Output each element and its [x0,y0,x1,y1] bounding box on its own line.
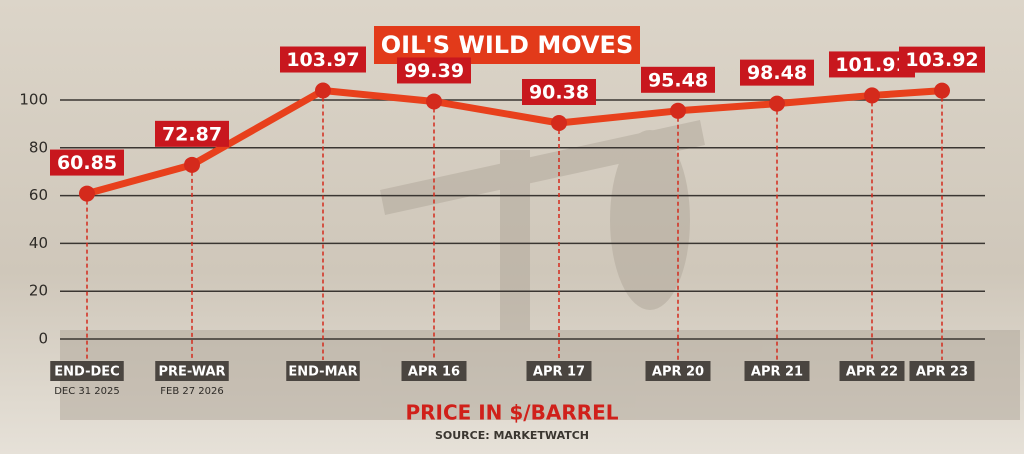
value-label: 95.48 [648,69,708,91]
value-label-box [641,66,715,93]
y-tick-label: 0 [38,330,48,348]
x-tick-label: APR 17 [533,365,585,380]
x-tick-note: DEC 31 2025 [54,386,120,397]
value-label: 103.92 [905,49,978,71]
value-label-box [522,78,596,105]
y-tick-label: 40 [29,234,48,252]
source: SOURCE: MARKETWATCH [435,429,589,442]
x-tick-note: FEB 27 2026 [160,386,223,397]
value-label: 99.39 [404,60,464,82]
x-tick-label: PRE-WAR [158,365,225,380]
value-label-box [50,149,124,176]
category-box [526,361,592,381]
x-tick-label: APR 22 [846,365,898,380]
value-label: 60.85 [57,152,117,174]
value-label: 101.91 [835,54,908,76]
marker [864,87,880,104]
value-label-box [155,120,229,147]
category-box [839,361,905,381]
marker [79,185,95,202]
value-label-box [740,59,814,86]
category-box [50,361,124,381]
value-label: 72.87 [162,123,222,145]
value-label-box [899,46,985,73]
y-tick-label: 100 [19,91,48,109]
marker [670,102,686,119]
category-box [909,361,975,381]
x-tick-label: APR 21 [751,365,803,380]
y-tick-label: 80 [29,138,48,156]
marker [426,93,442,110]
x-tick-label: APR 20 [652,365,704,380]
x-tick-label: APR 23 [916,365,968,380]
category-box [401,361,467,381]
y-tick-label: 20 [29,282,48,300]
value-label: 103.97 [286,49,359,71]
category-box [286,361,360,381]
value-label: 98.48 [747,62,807,84]
category-box [744,361,810,381]
marker [551,114,567,131]
x-tick-label: APR 16 [408,365,460,380]
category-box [645,361,711,381]
marker [184,156,200,173]
x-tick-label: END-DEC [54,365,119,380]
marker [934,82,950,99]
y-tick-label: 60 [29,186,48,204]
x-tick-label: END-MAR [288,365,357,380]
category-box [155,361,229,381]
marker [769,95,785,112]
chart-title: OIL'S WILD MOVES [381,31,633,59]
subtitle: PRICE IN $/BARREL [405,401,618,425]
value-label: 90.38 [529,81,589,103]
value-label-box [397,57,471,84]
marker [315,82,331,99]
value-label-box [280,46,366,73]
